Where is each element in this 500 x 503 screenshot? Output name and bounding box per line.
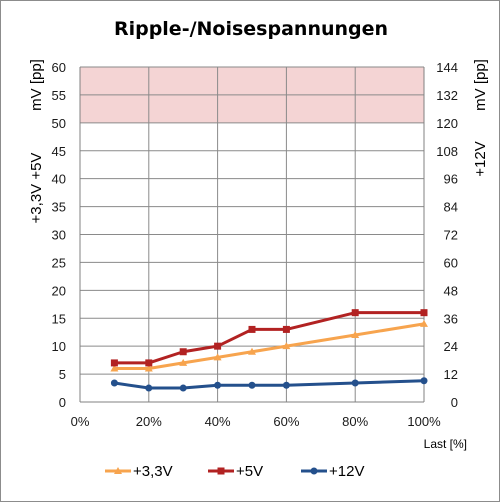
y-left-tick-label: 50 xyxy=(52,116,66,131)
data-point-5v xyxy=(145,359,153,367)
data-point-12v xyxy=(248,381,256,389)
y-left-tick-label: 30 xyxy=(52,228,66,243)
y-axis-left-label-line1: +3,3V +5V xyxy=(28,153,45,224)
y-right-tick-label: 24 xyxy=(444,339,458,354)
y-right-tick-label: 108 xyxy=(436,144,458,159)
data-point-3-3v xyxy=(420,319,428,327)
legend-marker-3-3v xyxy=(114,467,122,474)
y-left-tick-label: 20 xyxy=(52,283,66,298)
data-point-12v xyxy=(214,381,222,389)
data-point-3-3v xyxy=(213,353,222,361)
x-tick-label: 100% xyxy=(407,414,441,429)
series-line-12v xyxy=(114,379,425,390)
y-right-tick-label: 132 xyxy=(436,88,458,103)
y-left-tick-label: 40 xyxy=(52,172,66,187)
chart-title: Ripple-/Noisespannungen xyxy=(114,18,388,40)
y-left-tick-label: 45 xyxy=(52,144,66,159)
y-right-tick-label: 36 xyxy=(444,311,458,326)
legend-label-3-3v: +3,3V xyxy=(133,463,173,480)
y-right-tick-label: 48 xyxy=(444,283,458,298)
y-right-tick-label: 12 xyxy=(444,367,458,382)
data-point-3-3v xyxy=(351,331,360,338)
data-point-12v xyxy=(420,377,428,385)
x-tick-label: 80% xyxy=(342,414,368,429)
y-left-tick-label: 60 xyxy=(52,60,66,75)
y-left-tick-label: 25 xyxy=(52,255,66,270)
data-point-12v xyxy=(145,384,153,392)
x-tick-label: 0% xyxy=(71,414,90,429)
y-left-tick-label: 5 xyxy=(59,367,66,382)
data-point-5v xyxy=(179,348,187,356)
y-right-tick-label: 72 xyxy=(444,228,458,243)
x-tick-label: 20% xyxy=(136,414,162,429)
y-left-tick-label: 35 xyxy=(52,200,66,215)
y-right-tick-label: 84 xyxy=(444,200,458,215)
y-left-tick-label: 0 xyxy=(59,395,66,410)
data-point-12v xyxy=(110,379,118,387)
y-axis-right-label-line1: +12V xyxy=(472,141,489,176)
x-axis-label: Last [%] xyxy=(424,437,467,451)
y-right-tick-label: 120 xyxy=(436,116,458,131)
data-point-3-3v xyxy=(144,364,153,372)
data-point-5v xyxy=(214,342,222,350)
series-line-5v xyxy=(114,311,424,365)
data-point-5v xyxy=(282,325,290,333)
data-point-12v xyxy=(351,379,359,387)
legend-marker-12v xyxy=(310,467,318,475)
data-point-3-3v xyxy=(248,347,256,355)
legend-marker-5v xyxy=(217,467,225,475)
data-point-5v xyxy=(248,325,256,333)
data-point-5v xyxy=(110,359,118,367)
y-left-tick-label: 55 xyxy=(52,88,66,103)
legend: +3,3V +5V +12V xyxy=(105,463,364,480)
y-right-tick-label: 144 xyxy=(436,60,458,75)
y-axis-left-label-line2: mV [pp] xyxy=(28,59,45,111)
x-tick-label: 60% xyxy=(273,414,299,429)
data-point-3-3v xyxy=(110,364,119,372)
y-axis-right-label-line2: mV [pp] xyxy=(472,59,489,111)
series-5v xyxy=(110,309,428,367)
y-left-tick-label: 15 xyxy=(52,311,66,326)
y-right-tick-label: 96 xyxy=(444,172,458,187)
data-point-5v xyxy=(351,309,359,317)
data-point-3-3v xyxy=(179,358,188,366)
series-12v xyxy=(110,377,428,392)
series-3-3v xyxy=(110,319,428,372)
x-tick-label: 40% xyxy=(205,414,231,429)
y-left-tick-label: 10 xyxy=(52,339,66,354)
legend-label-12v: +12V xyxy=(329,463,364,480)
data-point-5v xyxy=(420,309,428,317)
data-point-12v xyxy=(282,381,290,389)
series-line-3-3v xyxy=(114,322,425,370)
data-point-12v xyxy=(179,384,187,392)
y-right-tick-label: 60 xyxy=(444,255,458,270)
data-point-3-3v xyxy=(282,342,291,350)
y-right-tick-label: 0 xyxy=(451,395,458,410)
legend-label-5v: +5V xyxy=(236,463,263,480)
